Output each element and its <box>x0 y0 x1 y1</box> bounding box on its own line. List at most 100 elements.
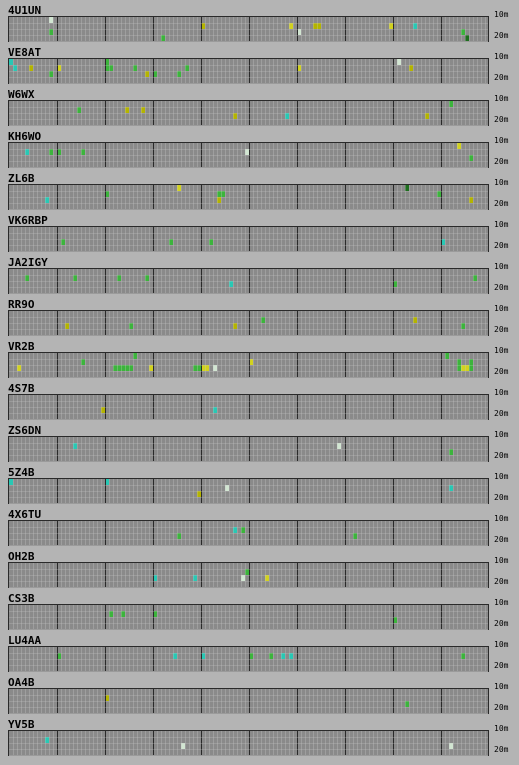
signal-grid <box>8 730 489 756</box>
signal-grid <box>8 16 489 42</box>
signal-cell <box>393 281 397 287</box>
signal-cell <box>469 365 473 371</box>
signal-grid-canvas <box>9 395 489 420</box>
band-label-bottom: 20m <box>494 73 509 82</box>
signal-cell <box>297 65 301 71</box>
signal-cell <box>145 275 149 281</box>
signal-cell <box>241 527 245 533</box>
band-label-top: 10m <box>494 94 509 103</box>
signal-cell <box>9 479 13 485</box>
signal-grid-canvas <box>9 185 489 210</box>
beacon-callsign: ZS6DN <box>8 424 42 437</box>
signal-cell <box>57 65 61 71</box>
signal-cell <box>461 29 465 35</box>
band-label-top: 10m <box>494 178 509 187</box>
band-label-bottom: 20m <box>494 745 509 754</box>
signal-cell <box>201 23 205 29</box>
signal-cell <box>57 149 61 155</box>
signal-cell <box>241 575 245 581</box>
signal-cell <box>29 65 33 71</box>
signal-cell <box>49 71 53 77</box>
signal-cell <box>465 365 469 371</box>
signal-cell <box>245 569 249 575</box>
beacon-callsign: 4X6TU <box>8 508 42 521</box>
signal-grid <box>8 688 489 714</box>
beacon-callsign: LU4AA <box>8 634 42 647</box>
signal-cell <box>461 365 465 371</box>
signal-grid <box>8 142 489 168</box>
signal-cell <box>465 35 469 41</box>
signal-cell <box>413 317 417 323</box>
signal-cell <box>193 575 197 581</box>
signal-cell <box>461 323 465 329</box>
signal-cell <box>197 365 201 371</box>
signal-grid-canvas <box>9 227 489 252</box>
signal-cell <box>261 317 265 323</box>
band-label-bottom: 20m <box>494 493 509 502</box>
beacon-callsign: W6WX <box>8 88 35 101</box>
signal-cell <box>25 275 29 281</box>
signal-cell <box>105 479 109 485</box>
signal-cell <box>269 653 273 659</box>
signal-cell <box>153 575 157 581</box>
signal-cell <box>81 149 85 155</box>
signal-cell <box>353 533 357 539</box>
beacon-block: 4S7B 10m 20m <box>0 383 519 425</box>
beacon-callsign: YV5B <box>8 718 35 731</box>
beacon-callsign: VE8AT <box>8 46 42 59</box>
beacon-callsign: VR2B <box>8 340 35 353</box>
signal-grid-canvas <box>9 479 489 504</box>
signal-cell <box>473 275 477 281</box>
band-label-top: 10m <box>494 52 509 61</box>
beacon-block: ZL6B 10m 20m <box>0 173 519 215</box>
band-label-bottom: 20m <box>494 451 509 460</box>
signal-cell <box>177 533 181 539</box>
beacon-block: 4U1UN 10m 20m <box>0 5 519 47</box>
signal-cell <box>445 353 449 359</box>
signal-cell <box>129 365 133 371</box>
band-label-top: 10m <box>494 724 509 733</box>
signal-cell <box>449 449 453 455</box>
signal-cell <box>389 23 393 29</box>
band-label-bottom: 20m <box>494 199 509 208</box>
signal-grid-canvas <box>9 437 489 462</box>
signal-cell <box>425 113 429 119</box>
signal-cell <box>129 323 133 329</box>
signal-cell <box>61 239 65 245</box>
signal-cell <box>413 23 417 29</box>
signal-cell <box>149 365 153 371</box>
signal-cell <box>77 107 81 113</box>
signal-cell <box>57 653 61 659</box>
signal-cell <box>169 239 173 245</box>
signal-cell <box>197 491 201 497</box>
signal-grid-canvas <box>9 689 489 714</box>
signal-grid-canvas <box>9 269 489 294</box>
beacon-block: 4X6TU 10m 20m <box>0 509 519 551</box>
signal-cell <box>133 65 137 71</box>
beacon-callsign: JA2IGY <box>8 256 48 269</box>
signal-cell <box>217 191 221 197</box>
signal-cell <box>185 65 189 71</box>
beacon-block: VR2B 10m 20m <box>0 341 519 383</box>
band-label-bottom: 20m <box>494 283 509 292</box>
signal-grid <box>8 352 489 378</box>
signal-cell <box>49 149 53 155</box>
band-label-top: 10m <box>494 598 509 607</box>
band-label-top: 10m <box>494 388 509 397</box>
signal-cell <box>285 113 289 119</box>
band-label-top: 10m <box>494 640 509 649</box>
signal-cell <box>153 611 157 617</box>
beacon-callsign: 4S7B <box>8 382 35 395</box>
beacon-callsign: OH2B <box>8 550 35 563</box>
beacon-block: 5Z4B 10m 20m <box>0 467 519 509</box>
signal-grid-canvas <box>9 563 489 588</box>
signal-cell <box>409 65 413 71</box>
beacon-block: RR9O 10m 20m <box>0 299 519 341</box>
signal-grid-canvas <box>9 17 489 42</box>
beacon-block: YV5B 10m 20m <box>0 719 519 761</box>
band-label-bottom: 20m <box>494 703 509 712</box>
signal-cell <box>81 359 85 365</box>
band-label-top: 10m <box>494 346 509 355</box>
signal-cell <box>393 617 397 623</box>
band-label-top: 10m <box>494 220 509 229</box>
